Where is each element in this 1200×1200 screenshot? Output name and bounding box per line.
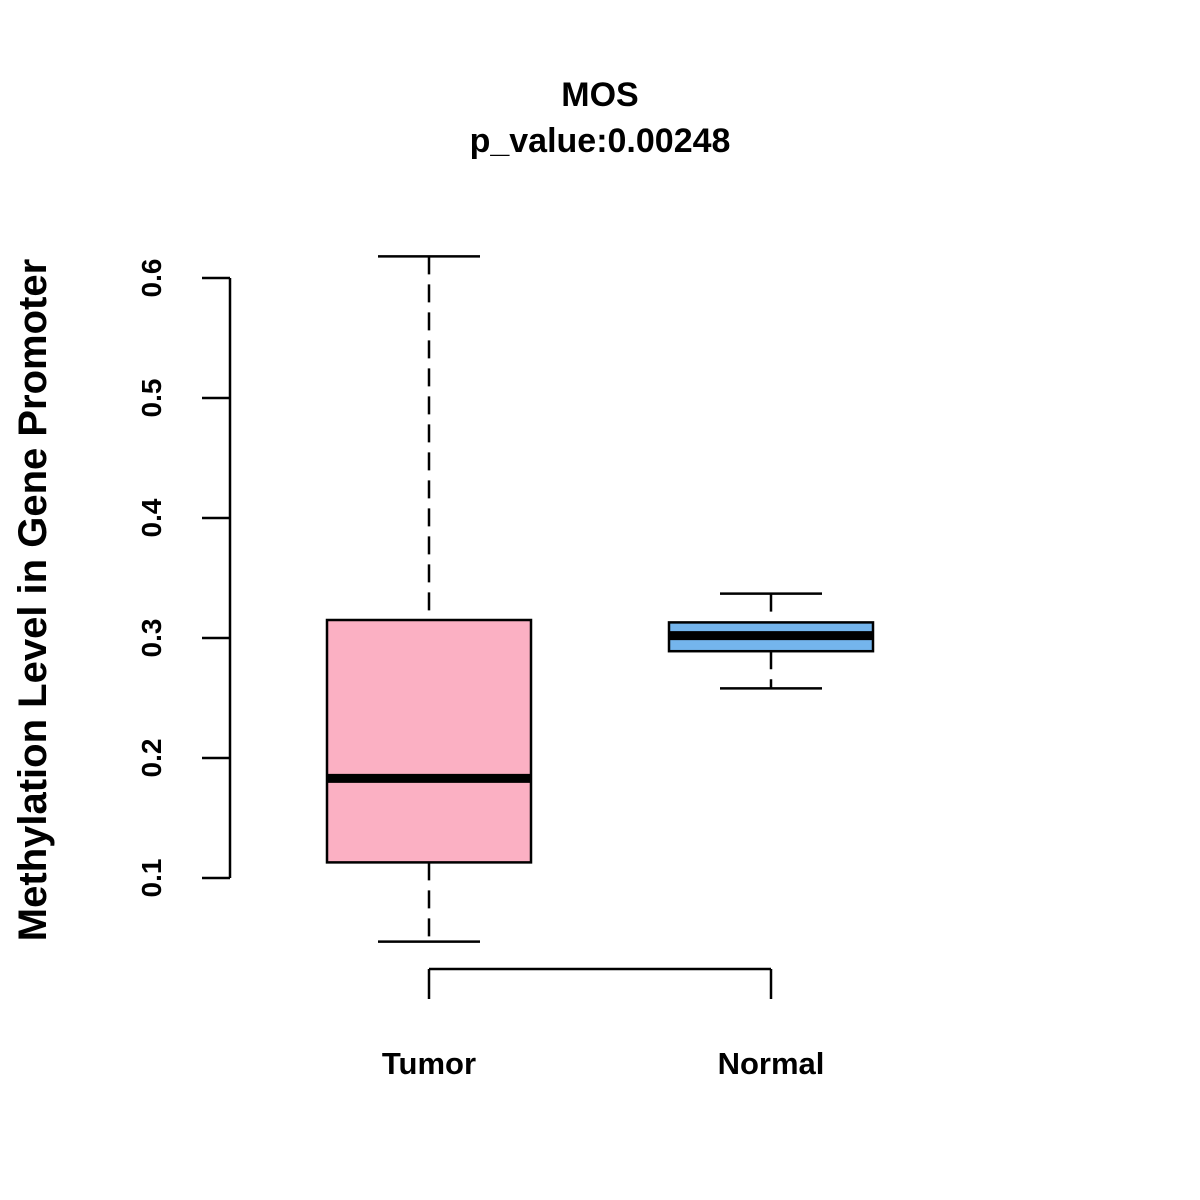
chart-subtitle: p_value:0.00248 <box>470 122 731 160</box>
iqr-box <box>325 618 533 864</box>
x-tick-label: Tumor <box>382 1046 476 1081</box>
y-tick-label: 0.4 <box>136 498 167 537</box>
chart-title: MOS <box>561 76 638 114</box>
y-tick-label: 0.6 <box>136 259 167 298</box>
box-tumor <box>325 255 533 943</box>
x-axis: Tumor Normal <box>382 967 825 1081</box>
y-tick-label: 0.1 <box>136 859 167 898</box>
y-axis: 0.1 0.2 0.3 0.4 0.5 0.6 <box>136 259 232 898</box>
y-tick-label: 0.3 <box>136 619 167 658</box>
box-normal <box>667 592 875 690</box>
x-tick-label: Normal <box>718 1046 825 1081</box>
y-axis-label: Methylation Level in Gene Promoter <box>11 259 55 941</box>
plot-area <box>325 255 875 943</box>
y-tick-label: 0.5 <box>136 379 167 418</box>
y-tick-label: 0.2 <box>136 739 167 778</box>
